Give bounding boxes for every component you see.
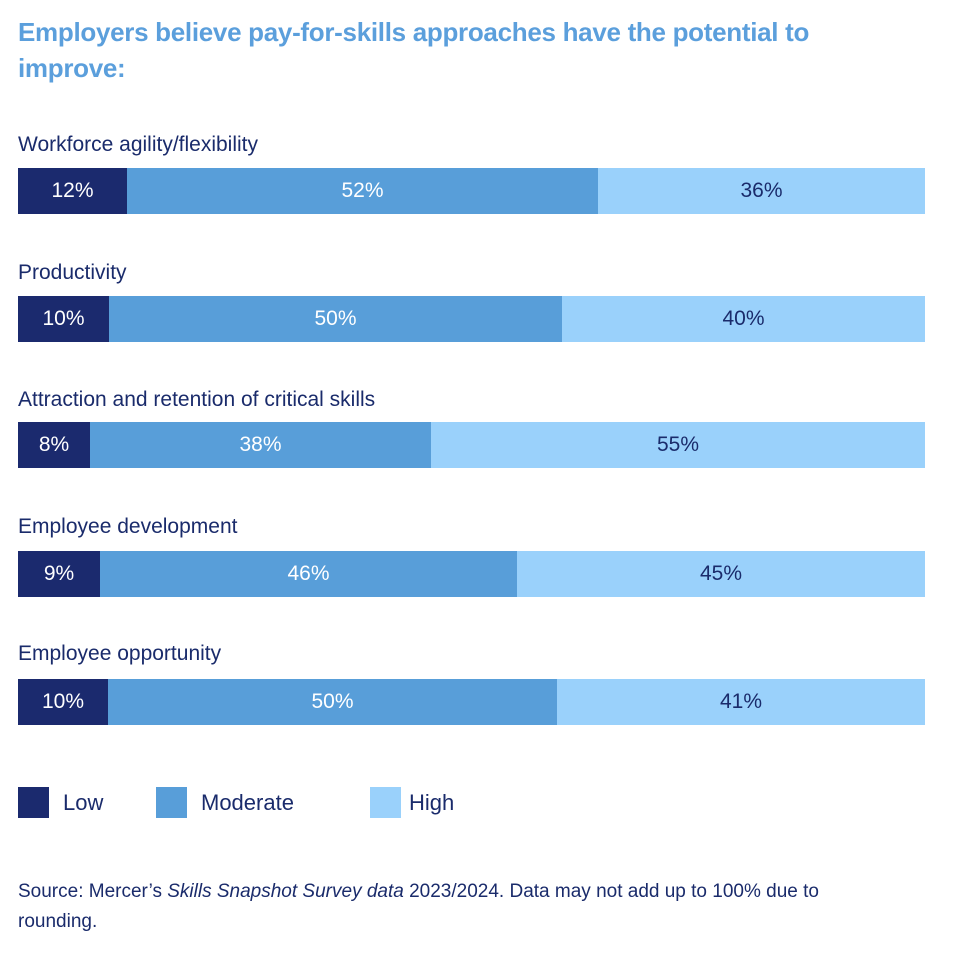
bar-segment-low: 12% [18,168,127,214]
stacked-bar: 10% 50% 41% [18,679,925,725]
legend-item-high: High [370,787,454,818]
data-label: 10% [42,307,85,330]
source-italic: Skills Snapshot Survey data [167,881,404,902]
legend-label-moderate: Moderate [201,789,294,815]
stacked-bar: 12% 52% 36% [18,168,925,214]
bar-segment-high: 45% [517,551,925,597]
data-label: 45% [699,562,743,585]
bar-segment-moderate: 46% [100,551,517,597]
source-note: Source: Mercer’s Skills Snapshot Survey … [18,877,838,937]
category-label: Attraction and retention of critical ski… [18,388,376,411]
stacked-bar: 10% 50% 40% [18,296,925,342]
category-label: Employee development [18,515,238,538]
data-label: 52% [341,179,384,202]
source-prefix: Source: Mercer’s [18,881,168,902]
legend-label-low: Low [63,789,104,815]
bar-segment-moderate: 38% [90,422,431,468]
data-label: 55% [656,433,700,456]
bar-segment-low: 10% [18,679,108,725]
bar-segment-low: 8% [18,422,90,468]
data-label: 12% [51,179,94,202]
bar-segment-moderate: 52% [127,168,598,214]
category-label: Productivity [18,261,127,284]
bar-segment-high: 41% [557,679,925,725]
data-label: 50% [311,690,354,713]
data-label: 40% [722,307,765,330]
legend-swatch-high [370,787,401,818]
data-label: 10% [41,690,85,713]
bar-segment-high: 55% [431,422,925,468]
bar-segment-moderate: 50% [109,296,562,342]
stacked-bar: 9% 46% 45% [18,551,925,597]
bar-segment-low: 10% [18,296,109,342]
bar-segment-high: 36% [598,168,925,214]
data-label: 9% [43,562,75,585]
legend-item-moderate: Moderate [156,787,294,818]
legend-item-low: Low [18,787,103,818]
data-label: 41% [719,690,763,713]
data-label: 50% [314,307,357,330]
legend-label-high: High [409,789,455,815]
data-label: 46% [287,562,330,585]
source-suffix: 2023/2024. Data may not add up to 100% d… [18,881,819,932]
data-label: 36% [740,179,783,202]
stacked-bar: 8% 38% 55% [18,422,925,468]
data-label: 8% [38,433,70,456]
bar-segment-moderate: 50% [108,679,557,725]
category-label: Workforce agility/flexibility [18,133,259,156]
data-label: 38% [239,433,282,456]
legend-swatch-moderate [156,787,187,818]
bar-segment-high: 40% [562,296,925,342]
bar-segment-low: 9% [18,551,100,597]
chart-title: Employers believe pay-for-skills approac… [18,17,810,83]
category-label: Employee opportunity [18,642,222,665]
legend-swatch-low [18,787,49,818]
